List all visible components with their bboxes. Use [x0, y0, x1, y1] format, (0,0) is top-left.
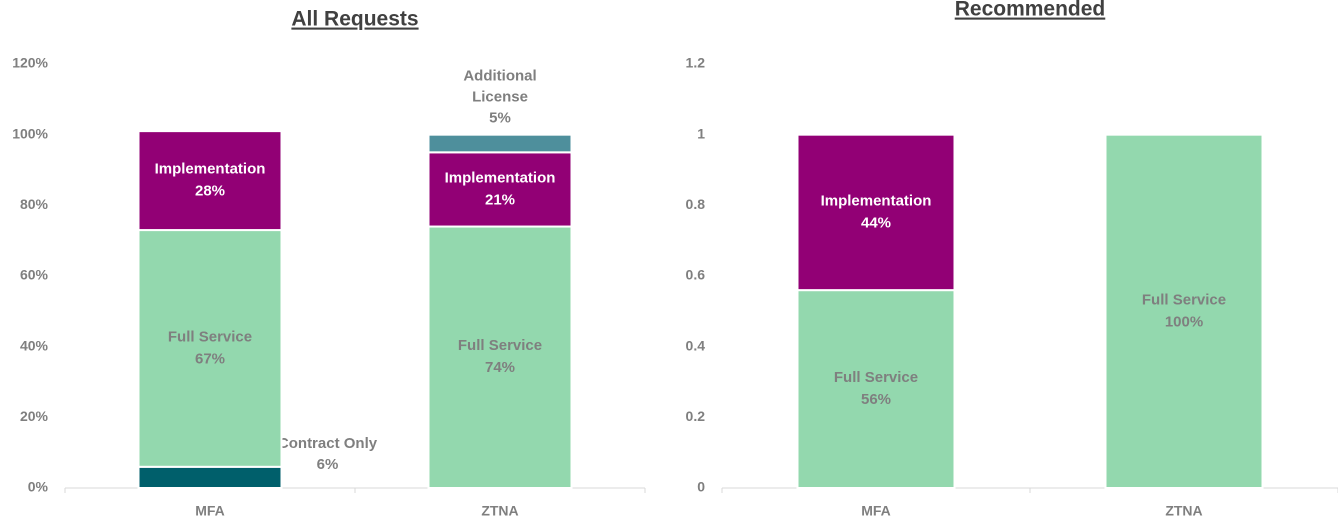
bar-segment [427, 133, 573, 154]
segment-value-label: 74% [485, 359, 515, 376]
chart-title: Recommended [955, 0, 1106, 21]
y-tick-label: 1.2 [686, 55, 706, 71]
y-tick-label: 40% [20, 337, 49, 353]
y-tick-label: 0 [697, 479, 705, 495]
segment-value-label: 5% [489, 110, 511, 127]
y-tick-label: 80% [20, 196, 49, 212]
x-tick-label: ZTNA [1165, 503, 1202, 519]
bar-segment [427, 225, 573, 490]
bar-segment [137, 229, 283, 468]
segment-value-label: 56% [861, 391, 891, 408]
bar-segment [796, 133, 956, 292]
y-tick-label: 60% [20, 267, 49, 283]
segment-label: Full Service [834, 369, 918, 386]
segment-label: Implementation [821, 192, 932, 209]
segment-label: Contract Only [278, 435, 378, 452]
bar-segment [1104, 133, 1264, 490]
segment-value-label: 28% [195, 183, 225, 200]
bar-segment [796, 289, 956, 489]
segment-value-label: 44% [861, 214, 891, 231]
segment-label: Full Service [1142, 291, 1226, 308]
bar-segment [427, 151, 573, 228]
x-tick-label: MFA [195, 503, 225, 519]
segment-label: Additional License [463, 68, 536, 106]
y-tick-label: 0.8 [686, 196, 706, 212]
y-tick-label: 0.4 [686, 337, 706, 353]
segment-value-label: 6% [317, 456, 339, 473]
y-tick-label: 0% [28, 479, 49, 495]
x-tick-label: MFA [861, 503, 891, 519]
segment-value-label: 21% [485, 191, 515, 208]
bar-segment [137, 465, 283, 489]
segment-label: Implementation [445, 169, 556, 186]
chart-title: All Requests [291, 8, 418, 31]
segment-label: Implementation [155, 161, 266, 178]
segment-value-label: 67% [195, 350, 225, 367]
segment-label: Full Service [168, 328, 252, 345]
bar-segment [137, 130, 283, 232]
segment-label: Full Service [458, 337, 542, 354]
y-tick-label: 1 [697, 125, 705, 141]
segment-value-label: 100% [1165, 313, 1203, 330]
y-tick-label: 100% [12, 125, 48, 141]
y-tick-label: 0.6 [686, 267, 706, 283]
y-tick-label: 20% [20, 408, 49, 424]
x-tick-label: ZTNA [481, 503, 518, 519]
y-tick-label: 120% [12, 55, 48, 71]
y-tick-label: 0.2 [686, 408, 706, 424]
